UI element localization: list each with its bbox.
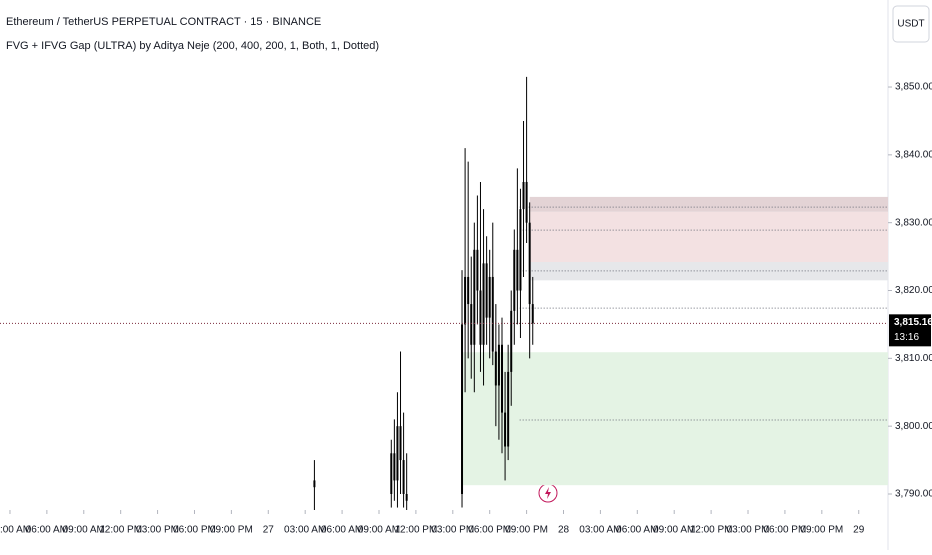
candle-body	[467, 276, 470, 305]
candle-body	[393, 453, 396, 481]
x-tick-label: 06:00 AM	[616, 525, 658, 536]
indicator-label: FVG + IFVG Gap (ULTRA) by Aditya Neje (2…	[6, 40, 379, 52]
y-tick-label: 3,840.00	[895, 149, 932, 160]
candle-body	[497, 344, 500, 386]
fvg-zone	[529, 196, 888, 212]
candle-body	[504, 412, 507, 447]
candle-body	[479, 290, 482, 345]
x-tick-label: 03:00 PM	[431, 525, 474, 536]
candle-body	[528, 222, 531, 305]
x-tick-label: 03:00 AM	[579, 525, 621, 536]
candle-body	[476, 249, 479, 291]
x-tick-label: 28	[558, 525, 570, 536]
x-tick-label: 09:00 PM	[505, 525, 548, 536]
y-tick-label: 3,810.00	[895, 353, 932, 364]
y-tick-label: 3,850.00	[895, 82, 932, 93]
candle-body	[510, 310, 513, 372]
x-tick-label: 03:00 PM	[136, 525, 179, 536]
x-tick-label: 06:00 PM	[468, 525, 511, 536]
candle-body	[461, 324, 464, 494]
x-tick-label: 03:00 AM	[0, 525, 31, 536]
x-tick-label: 09:00 AM	[653, 525, 695, 536]
y-tick-label: 3,820.00	[895, 285, 932, 296]
fvg-zone	[462, 352, 888, 486]
candle-body	[473, 249, 476, 345]
candle-body	[405, 493, 408, 501]
candle-body	[399, 426, 402, 461]
x-tick-label: 29	[853, 525, 865, 536]
x-tick-label: 06:00 PM	[764, 525, 807, 536]
candle-body	[470, 304, 473, 345]
fvg-zone	[529, 211, 888, 263]
candle-body	[513, 249, 516, 311]
candle-body	[488, 276, 491, 318]
candle-body	[525, 181, 528, 223]
currency-label[interactable]: USDT	[897, 19, 924, 30]
y-tick-label: 3,800.00	[895, 421, 932, 432]
x-tick-label: 09:00 PM	[210, 525, 253, 536]
event-bolt	[545, 487, 551, 499]
candle-body	[464, 276, 467, 325]
candle-body	[390, 453, 393, 494]
y-tick-label: 3,790.00	[895, 489, 932, 500]
x-tick-label: 12:00 PM	[394, 525, 437, 536]
last-price-label: 3,815.16	[894, 317, 932, 328]
candle-body	[482, 263, 485, 345]
x-tick-label: 06:00 PM	[173, 525, 216, 536]
candle-body	[519, 209, 522, 291]
x-tick-label: 03:00 PM	[727, 525, 770, 536]
x-tick-label: 09:00 AM	[358, 525, 400, 536]
candle-body	[494, 351, 497, 386]
candle-body	[507, 371, 510, 447]
last-price-box	[889, 314, 931, 347]
candle-body	[516, 249, 519, 291]
x-tick-label: 06:00 AM	[321, 525, 363, 536]
candle-body	[313, 480, 316, 488]
y-tick-label: 3,830.00	[895, 217, 932, 228]
candle-body	[531, 304, 534, 324]
x-tick-label: 12:00 PM	[690, 525, 733, 536]
x-tick-label: 27	[263, 525, 275, 536]
candle-body	[500, 344, 503, 413]
x-tick-label: 06:00 AM	[26, 525, 68, 536]
x-tick-label: 09:00 AM	[63, 525, 105, 536]
candle-body	[396, 426, 399, 481]
x-tick-label: 12:00 PM	[99, 525, 142, 536]
currency-button[interactable]	[892, 5, 930, 43]
x-tick-label: 09:00 PM	[800, 525, 843, 536]
candle-body	[491, 276, 494, 352]
candle-body	[402, 460, 405, 494]
countdown-label: 13:16	[894, 332, 919, 343]
x-tick-label: 03:00 AM	[284, 525, 326, 536]
candle-body	[522, 181, 525, 210]
chart-title: Ethereum / TetherUS PERPETUAL CONTRACT ·…	[6, 16, 321, 28]
candle-body	[485, 263, 488, 318]
